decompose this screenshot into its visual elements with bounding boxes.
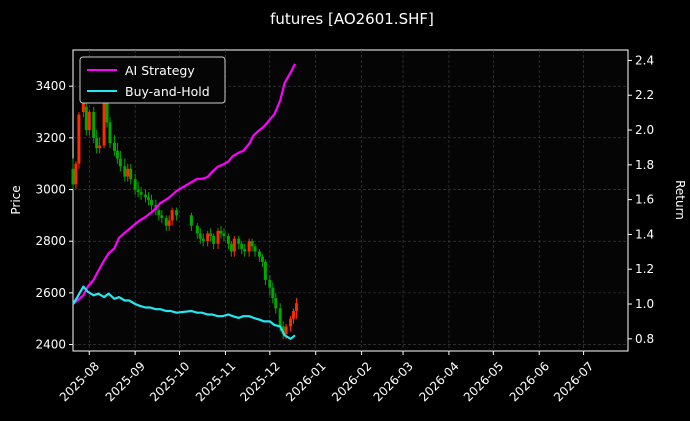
candle-body (146, 197, 150, 200)
candle-body (81, 101, 85, 113)
candle-body (98, 145, 102, 149)
candle-body (268, 279, 272, 288)
y-left-tick-label: 2800 (35, 234, 66, 248)
y-right-tick-label: 1.8 (635, 158, 654, 172)
return-lines (72, 63, 296, 340)
y-left-tick-label: 2400 (35, 338, 66, 352)
candle-body (209, 233, 213, 237)
candle-body (294, 303, 298, 311)
candle-body (201, 238, 205, 242)
y-axis-left: 2400 2600 2800 3000 3200 3400 (35, 79, 73, 352)
candle-body (149, 199, 153, 206)
candle-body (243, 248, 247, 252)
candle-body (216, 230, 220, 244)
y-right-tick-label: 2.4 (635, 53, 654, 67)
candle-body (115, 150, 119, 159)
y-right-tick-label: 1.0 (635, 297, 654, 311)
candle-body (102, 96, 106, 146)
candle-body (222, 233, 226, 237)
legend-label-ai-strategy: AI Strategy (125, 63, 195, 78)
candle-body (206, 233, 210, 242)
candle-body (175, 210, 179, 216)
candle-body (112, 143, 116, 151)
candle-body (164, 217, 168, 226)
candle-body (257, 251, 261, 257)
ai-strategy-line (72, 63, 296, 305)
candle-body (74, 163, 78, 185)
candle-body (198, 233, 202, 239)
y-axis-left-label: Price (9, 185, 23, 214)
candle-body (118, 158, 122, 167)
y-right-tick-label: 2.2 (635, 88, 654, 102)
candle-body (126, 168, 130, 177)
candle-body (157, 210, 161, 216)
y-axis-right: 0.8 1.0 1.2 1.4 1.6 1.8 2.0 2.2 2.4 (628, 53, 654, 346)
candle-body (144, 194, 148, 198)
candle-body (271, 287, 275, 299)
candle-body (232, 238, 236, 252)
candle-body (219, 230, 223, 234)
candle-body (189, 215, 193, 226)
candle-body (260, 256, 264, 262)
chart-title: futures [AO2601.SHF] (270, 10, 434, 28)
y-right-tick-label: 1.4 (635, 227, 654, 241)
y-left-tick-label: 2600 (35, 286, 66, 300)
candle-body (292, 310, 296, 319)
candle-body (247, 241, 251, 252)
legend: AI Strategy Buy-and-Hold (79, 56, 226, 104)
candle-body (167, 220, 171, 226)
y-left-tick-label: 3200 (35, 131, 66, 145)
candle-body (71, 168, 75, 185)
candle-body (284, 326, 288, 335)
candle-body (253, 246, 257, 252)
candle-body (229, 243, 233, 252)
candle-body (108, 122, 112, 144)
candle-body (240, 243, 244, 249)
candle-body (136, 189, 140, 193)
candle-body (195, 225, 199, 234)
y-right-tick-label: 2.0 (635, 123, 654, 137)
candle-body (133, 179, 137, 190)
candle-body (278, 308, 282, 327)
candle-body (87, 112, 91, 131)
y-right-tick-label: 0.8 (635, 332, 654, 346)
candle-body (289, 318, 293, 327)
candle-body (139, 192, 143, 195)
candle-body (129, 168, 133, 180)
candle-body (84, 106, 88, 131)
candle-body (263, 261, 267, 280)
y-axis-right-label: Return (673, 180, 687, 220)
y-left-tick-label: 3400 (35, 79, 66, 93)
buy-and-hold-line (72, 285, 296, 340)
candle-body (237, 238, 241, 244)
candle-body (105, 96, 109, 123)
candle-body (170, 210, 174, 221)
legend-label-buy-and-hold: Buy-and-Hold (125, 84, 210, 99)
y-left-tick-label: 3000 (35, 183, 66, 197)
candle-body (160, 215, 164, 218)
candle-body (123, 166, 127, 177)
candle-body (95, 137, 99, 149)
candle-body (212, 236, 216, 244)
y-right-tick-label: 1.6 (635, 193, 654, 207)
candle-body (274, 298, 278, 309)
candle-body (250, 241, 254, 247)
y-right-tick-label: 1.2 (635, 262, 654, 276)
candle-body (77, 114, 81, 164)
candle-body (92, 112, 96, 138)
candle-body (226, 236, 230, 244)
